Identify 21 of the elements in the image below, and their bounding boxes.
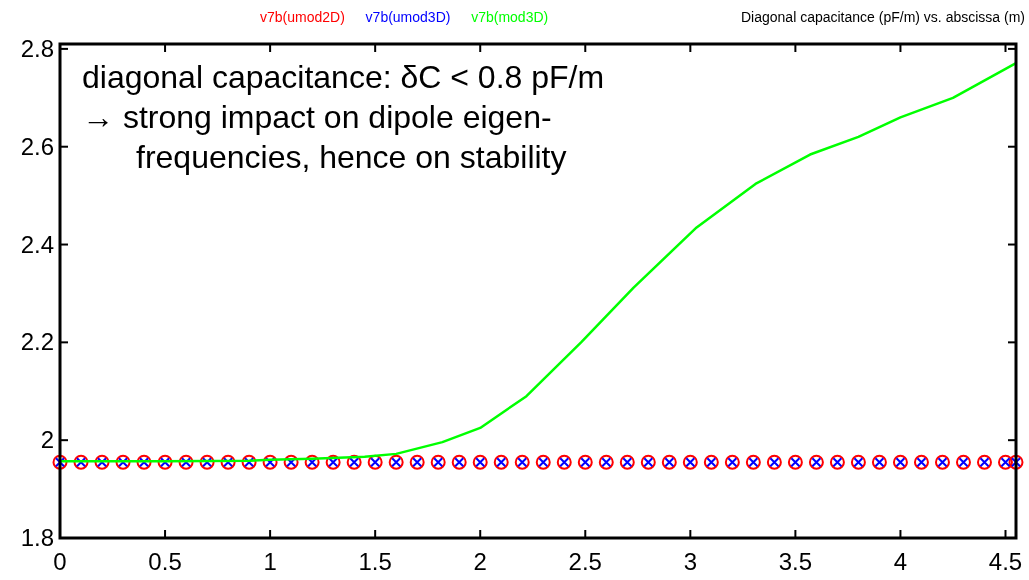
chart-title: Diagonal capacitance (pF/m) vs. abscissa (m) [741,9,1025,25]
text: v7b(mod3D) [471,9,549,25]
x-tick-label: 2.5 [568,548,602,575]
y-tick-label: 2.2 [20,328,54,356]
y-tick-label: 2.6 [20,132,54,160]
x-tick-label: 3.5 [778,548,813,575]
text: v7b(umod2D) [260,9,345,25]
text: v7b(umod3D) [365,9,451,25]
x-tick-label: 4.5 [988,548,1023,575]
x-tick-label: 4 [893,548,908,575]
x-tick-label: 0 [53,548,67,575]
y-tick-label: 2 [40,426,54,454]
annotation: diagonal capacitance: δC < 0.8 pF/m → strong impact on dipole eigen- frequencies, hence on stability [82,59,605,175]
x-tick-label: 2 [473,548,487,575]
y-tick-label: 1.8 [20,524,54,551]
x-tick-label: 1.5 [358,548,392,575]
y-tick-label: 2.8 [20,34,54,62]
x-tick-label: 0.5 [148,548,182,575]
x-tick-label: 1 [263,548,277,575]
x-tick-label: 3 [683,548,698,575]
y-tick-label: 2.4 [20,230,54,258]
